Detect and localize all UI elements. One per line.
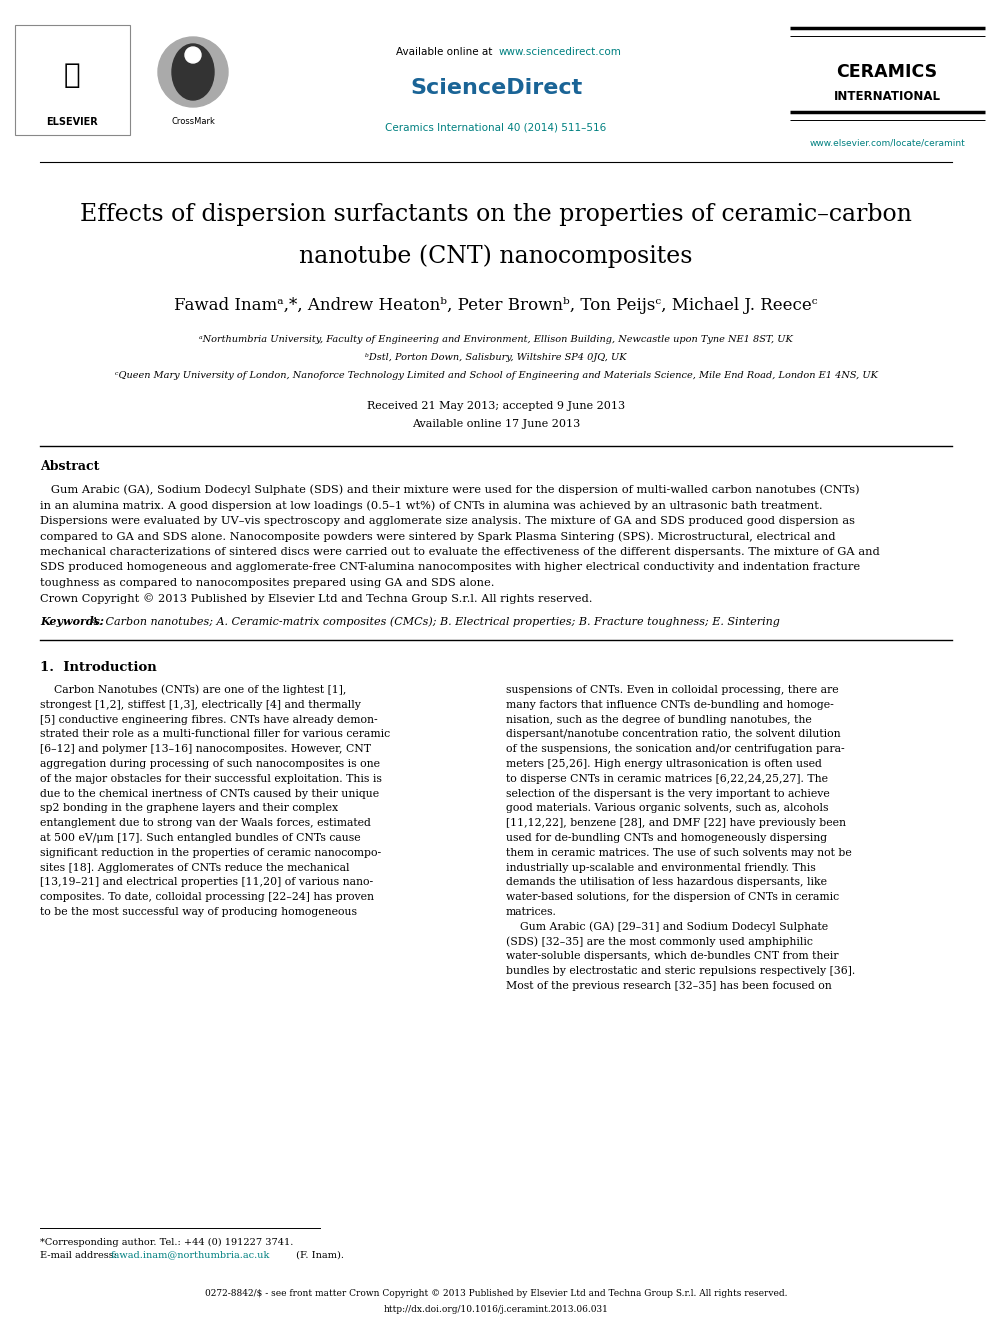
Text: at 500 eV/μm [17]. Such entangled bundles of CNTs cause: at 500 eV/μm [17]. Such entangled bundle… <box>40 833 361 843</box>
Text: compared to GA and SDS alone. Nanocomposite powders were sintered by Spark Plasm: compared to GA and SDS alone. Nanocompos… <box>40 532 835 542</box>
Text: ELSEVIER: ELSEVIER <box>46 116 98 127</box>
Text: dispersant/nanotube concentration ratio, the solvent dilution: dispersant/nanotube concentration ratio,… <box>506 729 840 740</box>
Text: Dispersions were evaluated by UV–vis spectroscopy and agglomerate size analysis.: Dispersions were evaluated by UV–vis spe… <box>40 516 855 527</box>
Text: 1.  Introduction: 1. Introduction <box>40 662 157 675</box>
Text: Abstract: Abstract <box>40 459 99 472</box>
Text: CrossMark: CrossMark <box>171 118 215 127</box>
Text: in an alumina matrix. A good dispersion at low loadings (0.5–1 wt%) of CNTs in a: in an alumina matrix. A good dispersion … <box>40 500 822 511</box>
Text: due to the chemical inertness of CNTs caused by their unique: due to the chemical inertness of CNTs ca… <box>40 789 379 799</box>
Text: ScienceDirect: ScienceDirect <box>410 78 582 98</box>
Text: water-soluble dispersants, which de-bundles CNT from their: water-soluble dispersants, which de-bund… <box>506 951 838 962</box>
Text: Keywords:: Keywords: <box>40 617 104 627</box>
Text: sp2 bonding in the graphene layers and their complex: sp2 bonding in the graphene layers and t… <box>40 803 338 814</box>
Text: Gum Arabic (GA), Sodium Dodecyl Sulphate (SDS) and their mixture were used for t: Gum Arabic (GA), Sodium Dodecyl Sulphate… <box>40 484 860 495</box>
Text: [6–12] and polymer [13–16] nanocomposites. However, CNT: [6–12] and polymer [13–16] nanocomposite… <box>40 745 371 754</box>
Circle shape <box>185 48 201 64</box>
Text: entanglement due to strong van der Waals forces, estimated: entanglement due to strong van der Waals… <box>40 818 371 828</box>
Text: SDS produced homogeneous and agglomerate-free CNT-alumina nanocomposites with hi: SDS produced homogeneous and agglomerate… <box>40 562 860 573</box>
Text: INTERNATIONAL: INTERNATIONAL <box>833 90 940 102</box>
Text: [11,12,22], benzene [28], and DMF [22] have previously been: [11,12,22], benzene [28], and DMF [22] h… <box>506 818 846 828</box>
Text: (F. Inam).: (F. Inam). <box>293 1250 344 1259</box>
Text: Available online at: Available online at <box>397 48 496 57</box>
Text: Carbon Nanotubes (CNTs) are one of the lightest [1],: Carbon Nanotubes (CNTs) are one of the l… <box>40 685 346 696</box>
Text: Effects of dispersion surfactants on the properties of ceramic–carbon: Effects of dispersion surfactants on the… <box>80 204 912 226</box>
Text: ᵇDstl, Porton Down, Salisbury, Wiltshire SP4 0JQ, UK: ᵇDstl, Porton Down, Salisbury, Wiltshire… <box>365 353 627 363</box>
Text: of the suspensions, the sonication and/or centrifugation para-: of the suspensions, the sonication and/o… <box>506 745 844 754</box>
Text: (SDS) [32–35] are the most commonly used amphiphilic: (SDS) [32–35] are the most commonly used… <box>506 937 812 947</box>
Text: www.elsevier.com/locate/ceramint: www.elsevier.com/locate/ceramint <box>809 139 965 147</box>
Text: strated their role as a multi-functional filler for various ceramic: strated their role as a multi-functional… <box>40 729 390 740</box>
Text: 0272-8842/$ - see front matter Crown Copyright © 2013 Published by Elsevier Ltd : 0272-8842/$ - see front matter Crown Cop… <box>204 1289 788 1298</box>
Text: composites. To date, colloidal processing [22–24] has proven: composites. To date, colloidal processin… <box>40 892 374 902</box>
Text: suspensions of CNTs. Even in colloidal processing, there are: suspensions of CNTs. Even in colloidal p… <box>506 685 838 695</box>
Text: of the major obstacles for their successful exploitation. This is: of the major obstacles for their success… <box>40 774 382 783</box>
Text: Gum Arabic (GA) [29–31] and Sodium Dodecyl Sulphate: Gum Arabic (GA) [29–31] and Sodium Dodec… <box>506 922 828 933</box>
Text: Received 21 May 2013; accepted 9 June 2013: Received 21 May 2013; accepted 9 June 20… <box>367 401 625 411</box>
Text: aggregation during processing of such nanocomposites is one: aggregation during processing of such na… <box>40 759 380 769</box>
Text: Available online 17 June 2013: Available online 17 June 2013 <box>412 419 580 429</box>
Text: nisation, such as the degree of bundling nanotubes, the: nisation, such as the degree of bundling… <box>506 714 811 725</box>
Text: toughness as compared to nanocomposites prepared using GA and SDS alone.: toughness as compared to nanocomposites … <box>40 578 494 587</box>
Text: bundles by electrostatic and steric repulsions respectively [36].: bundles by electrostatic and steric repu… <box>506 966 855 976</box>
Circle shape <box>158 37 228 107</box>
Text: to disperse CNTs in ceramic matrices [6,22,24,25,27]. The: to disperse CNTs in ceramic matrices [6,… <box>506 774 828 783</box>
Text: used for de-bundling CNTs and homogeneously dispersing: used for de-bundling CNTs and homogeneou… <box>506 833 827 843</box>
Text: Fawad Inamᵃ,*, Andrew Heatonᵇ, Peter Brownᵇ, Ton Peijsᶜ, Michael J. Reeceᶜ: Fawad Inamᵃ,*, Andrew Heatonᵇ, Peter Bro… <box>175 296 817 314</box>
Text: significant reduction in the properties of ceramic nanocompo-: significant reduction in the properties … <box>40 848 381 857</box>
Text: [13,19–21] and electrical properties [11,20] of various nano-: [13,19–21] and electrical properties [11… <box>40 877 373 888</box>
Text: E-mail address:: E-mail address: <box>40 1250 120 1259</box>
Text: ᶜQueen Mary University of London, Nanoforce Technology Limited and School of Eng: ᶜQueen Mary University of London, Nanofo… <box>114 372 878 381</box>
Text: selection of the dispersant is the very important to achieve: selection of the dispersant is the very … <box>506 789 829 799</box>
Text: many factors that influence CNTs de-bundling and homoge-: many factors that influence CNTs de-bund… <box>506 700 833 710</box>
Text: www.sciencedirect.com: www.sciencedirect.com <box>499 48 622 57</box>
Text: matrices.: matrices. <box>506 908 557 917</box>
Text: strongest [1,2], stiffest [1,3], electrically [4] and thermally: strongest [1,2], stiffest [1,3], electri… <box>40 700 361 710</box>
Text: Ceramics International 40 (2014) 511–516: Ceramics International 40 (2014) 511–516 <box>385 123 607 134</box>
Text: http://dx.doi.org/10.1016/j.ceramint.2013.06.031: http://dx.doi.org/10.1016/j.ceramint.201… <box>384 1304 608 1314</box>
Text: good materials. Various organic solvents, such as, alcohols: good materials. Various organic solvents… <box>506 803 828 814</box>
Text: fawad.inam@northumbria.ac.uk: fawad.inam@northumbria.ac.uk <box>111 1250 271 1259</box>
Text: 🌲: 🌲 <box>63 61 80 89</box>
Text: mechanical characterizations of sintered discs were carried out to evaluate the : mechanical characterizations of sintered… <box>40 546 880 557</box>
Text: A. Carbon nanotubes; A. Ceramic-matrix composites (CMCs); B. Electrical properti: A. Carbon nanotubes; A. Ceramic-matrix c… <box>87 617 780 627</box>
Bar <box>15 25 130 135</box>
Text: water-based solutions, for the dispersion of CNTs in ceramic: water-based solutions, for the dispersio… <box>506 892 839 902</box>
Text: CERAMICS: CERAMICS <box>836 64 937 81</box>
Text: Most of the previous research [32–35] has been focused on: Most of the previous research [32–35] ha… <box>506 980 831 991</box>
Text: ᵃNorthumbria University, Faculty of Engineering and Environment, Ellison Buildin: ᵃNorthumbria University, Faculty of Engi… <box>199 336 793 344</box>
Text: nanotube (CNT) nanocomposites: nanotube (CNT) nanocomposites <box>300 245 692 267</box>
Text: to be the most successful way of producing homogeneous: to be the most successful way of produci… <box>40 908 357 917</box>
Text: [5] conductive engineering fibres. CNTs have already demon-: [5] conductive engineering fibres. CNTs … <box>40 714 378 725</box>
Text: Crown Copyright © 2013 Published by Elsevier Ltd and Techna Group S.r.l. All rig: Crown Copyright © 2013 Published by Else… <box>40 593 592 603</box>
Text: sites [18]. Agglomerates of CNTs reduce the mechanical: sites [18]. Agglomerates of CNTs reduce … <box>40 863 349 873</box>
Ellipse shape <box>172 44 214 101</box>
Text: demands the utilisation of less hazardous dispersants, like: demands the utilisation of less hazardou… <box>506 877 827 888</box>
Text: industrially up-scalable and environmental friendly. This: industrially up-scalable and environment… <box>506 863 815 873</box>
Text: *Corresponding author. Tel.: +44 (0) 191227 3741.: *Corresponding author. Tel.: +44 (0) 191… <box>40 1237 294 1246</box>
Text: them in ceramic matrices. The use of such solvents may not be: them in ceramic matrices. The use of suc… <box>506 848 852 857</box>
Text: meters [25,26]. High energy ultrasonication is often used: meters [25,26]. High energy ultrasonicat… <box>506 759 822 769</box>
